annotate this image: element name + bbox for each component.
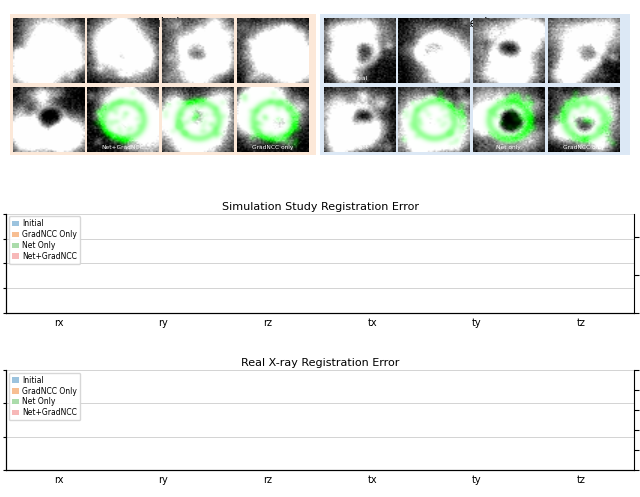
Text: Real: Real xyxy=(463,17,488,30)
Legend: Initial, GradNCC Only, Net Only, Net+GradNCC: Initial, GradNCC Only, Net Only, Net+Gra… xyxy=(9,373,81,420)
Text: Simulation: Simulation xyxy=(131,17,194,30)
FancyBboxPatch shape xyxy=(10,14,316,155)
FancyBboxPatch shape xyxy=(320,14,630,155)
Title: Simulation Study Registration Error: Simulation Study Registration Error xyxy=(221,202,419,212)
Title: Real X-ray Registration Error: Real X-ray Registration Error xyxy=(241,358,399,368)
Legend: Initial, GradNCC Only, Net Only, Net+GradNCC: Initial, GradNCC Only, Net Only, Net+Gra… xyxy=(9,216,81,264)
